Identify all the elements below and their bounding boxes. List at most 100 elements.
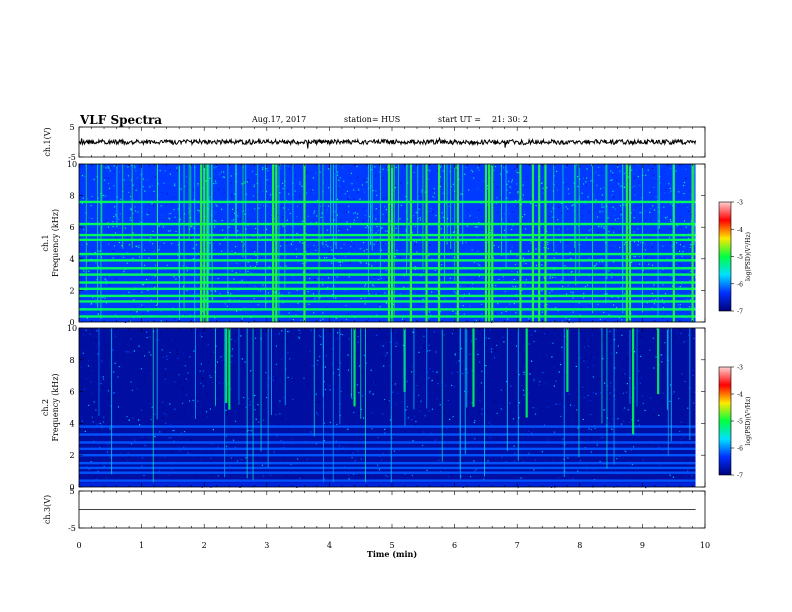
noise-speckle bbox=[161, 214, 163, 217]
burst-streak bbox=[456, 164, 459, 322]
noise-speckle bbox=[202, 370, 204, 372]
noise-speckle bbox=[577, 180, 579, 182]
noise-speckle bbox=[245, 193, 248, 195]
noise-speckle bbox=[330, 407, 332, 409]
burst-streak bbox=[252, 328, 254, 480]
colorbar-ch2 bbox=[718, 366, 732, 476]
noise-speckle bbox=[384, 400, 386, 402]
noise-speckle bbox=[379, 208, 381, 210]
noise-speckle bbox=[684, 465, 686, 467]
noise-speckle bbox=[503, 341, 505, 343]
noise-speckle bbox=[280, 167, 282, 169]
noise-speckle bbox=[554, 277, 556, 279]
colorbar-tick-label: -4 bbox=[737, 392, 743, 399]
noise-speckle bbox=[170, 250, 173, 252]
noise-speckle bbox=[612, 460, 614, 462]
noise-speckle bbox=[431, 258, 433, 260]
noise-speckle bbox=[383, 399, 386, 401]
burst-streak bbox=[238, 328, 240, 405]
noise-speckle bbox=[113, 392, 115, 394]
noise-speckle bbox=[588, 211, 590, 213]
noise-speckle bbox=[479, 388, 481, 390]
noise-speckle bbox=[530, 174, 532, 176]
noise-speckle bbox=[525, 175, 527, 177]
noise-speckle bbox=[241, 318, 243, 320]
noise-speckle bbox=[349, 452, 351, 454]
noise-speckle bbox=[459, 285, 461, 287]
noise-speckle bbox=[141, 374, 143, 377]
noise-speckle bbox=[534, 391, 536, 393]
frequency-band bbox=[79, 300, 696, 303]
noise-speckle bbox=[595, 469, 598, 471]
noise-speckle bbox=[676, 242, 678, 244]
noise-speckle bbox=[178, 361, 180, 364]
noise-speckle bbox=[346, 375, 348, 377]
noise-speckle bbox=[299, 183, 301, 185]
noise-speckle bbox=[439, 247, 441, 249]
noise-speckle bbox=[111, 241, 113, 244]
noise-speckle bbox=[611, 244, 613, 246]
noise-speckle bbox=[323, 440, 325, 442]
noise-speckle bbox=[269, 399, 271, 401]
noise-speckle bbox=[472, 283, 474, 285]
noise-speckle bbox=[639, 241, 642, 244]
noise-speckle bbox=[287, 380, 289, 382]
noise-speckle bbox=[187, 181, 189, 183]
noise-speckle bbox=[215, 460, 217, 462]
noise-speckle bbox=[339, 185, 341, 187]
burst-streak bbox=[667, 328, 669, 457]
noise-speckle bbox=[338, 179, 340, 181]
noise-speckle bbox=[378, 278, 380, 281]
noise-speckle bbox=[357, 188, 360, 190]
noise-speckle bbox=[479, 399, 481, 401]
noise-speckle bbox=[371, 284, 374, 286]
noise-speckle bbox=[245, 311, 247, 313]
noise-speckle bbox=[668, 192, 670, 194]
noise-speckle bbox=[219, 284, 221, 287]
noise-speckle bbox=[155, 208, 157, 210]
noise-speckle bbox=[359, 289, 362, 291]
noise-speckle bbox=[391, 456, 393, 458]
noise-speckle bbox=[578, 302, 580, 304]
noise-speckle bbox=[359, 261, 361, 263]
noise-speckle bbox=[427, 169, 429, 171]
noise-speckle bbox=[113, 481, 115, 483]
noise-speckle bbox=[465, 241, 467, 243]
noise-speckle bbox=[472, 221, 475, 223]
burst-streak bbox=[406, 164, 407, 274]
noise-speckle bbox=[266, 167, 268, 169]
noise-speckle bbox=[294, 190, 296, 192]
noise-speckle bbox=[592, 388, 594, 390]
noise-speckle bbox=[97, 470, 99, 472]
noise-speckle bbox=[682, 350, 684, 352]
noise-speckle bbox=[558, 228, 560, 230]
noise-speckle bbox=[535, 367, 537, 369]
noise-speckle bbox=[85, 475, 87, 477]
noise-speckle bbox=[277, 164, 279, 166]
noise-speckle bbox=[653, 174, 655, 177]
noise-speckle bbox=[108, 167, 110, 169]
noise-speckle bbox=[134, 440, 136, 442]
noise-speckle bbox=[645, 303, 647, 305]
noise-speckle bbox=[511, 285, 514, 287]
noise-speckle bbox=[262, 265, 264, 267]
noise-speckle bbox=[311, 266, 313, 268]
noise-speckle bbox=[639, 237, 641, 239]
noise-speckle bbox=[241, 220, 243, 222]
noise-speckle bbox=[167, 405, 169, 407]
noise-speckle bbox=[185, 227, 187, 229]
noise-speckle bbox=[172, 380, 174, 382]
noise-speckle bbox=[162, 256, 164, 258]
noise-speckle bbox=[166, 411, 168, 413]
noise-speckle bbox=[288, 193, 290, 195]
noise-speckle bbox=[329, 389, 331, 391]
noise-speckle bbox=[262, 168, 264, 170]
noise-speckle bbox=[144, 444, 146, 446]
noise-speckle bbox=[291, 244, 293, 246]
noise-speckle bbox=[622, 373, 624, 375]
noise-speckle bbox=[203, 405, 206, 407]
noise-speckle bbox=[688, 334, 690, 336]
noise-speckle bbox=[470, 170, 472, 172]
noise-speckle bbox=[579, 460, 581, 462]
noise-speckle bbox=[103, 465, 105, 468]
